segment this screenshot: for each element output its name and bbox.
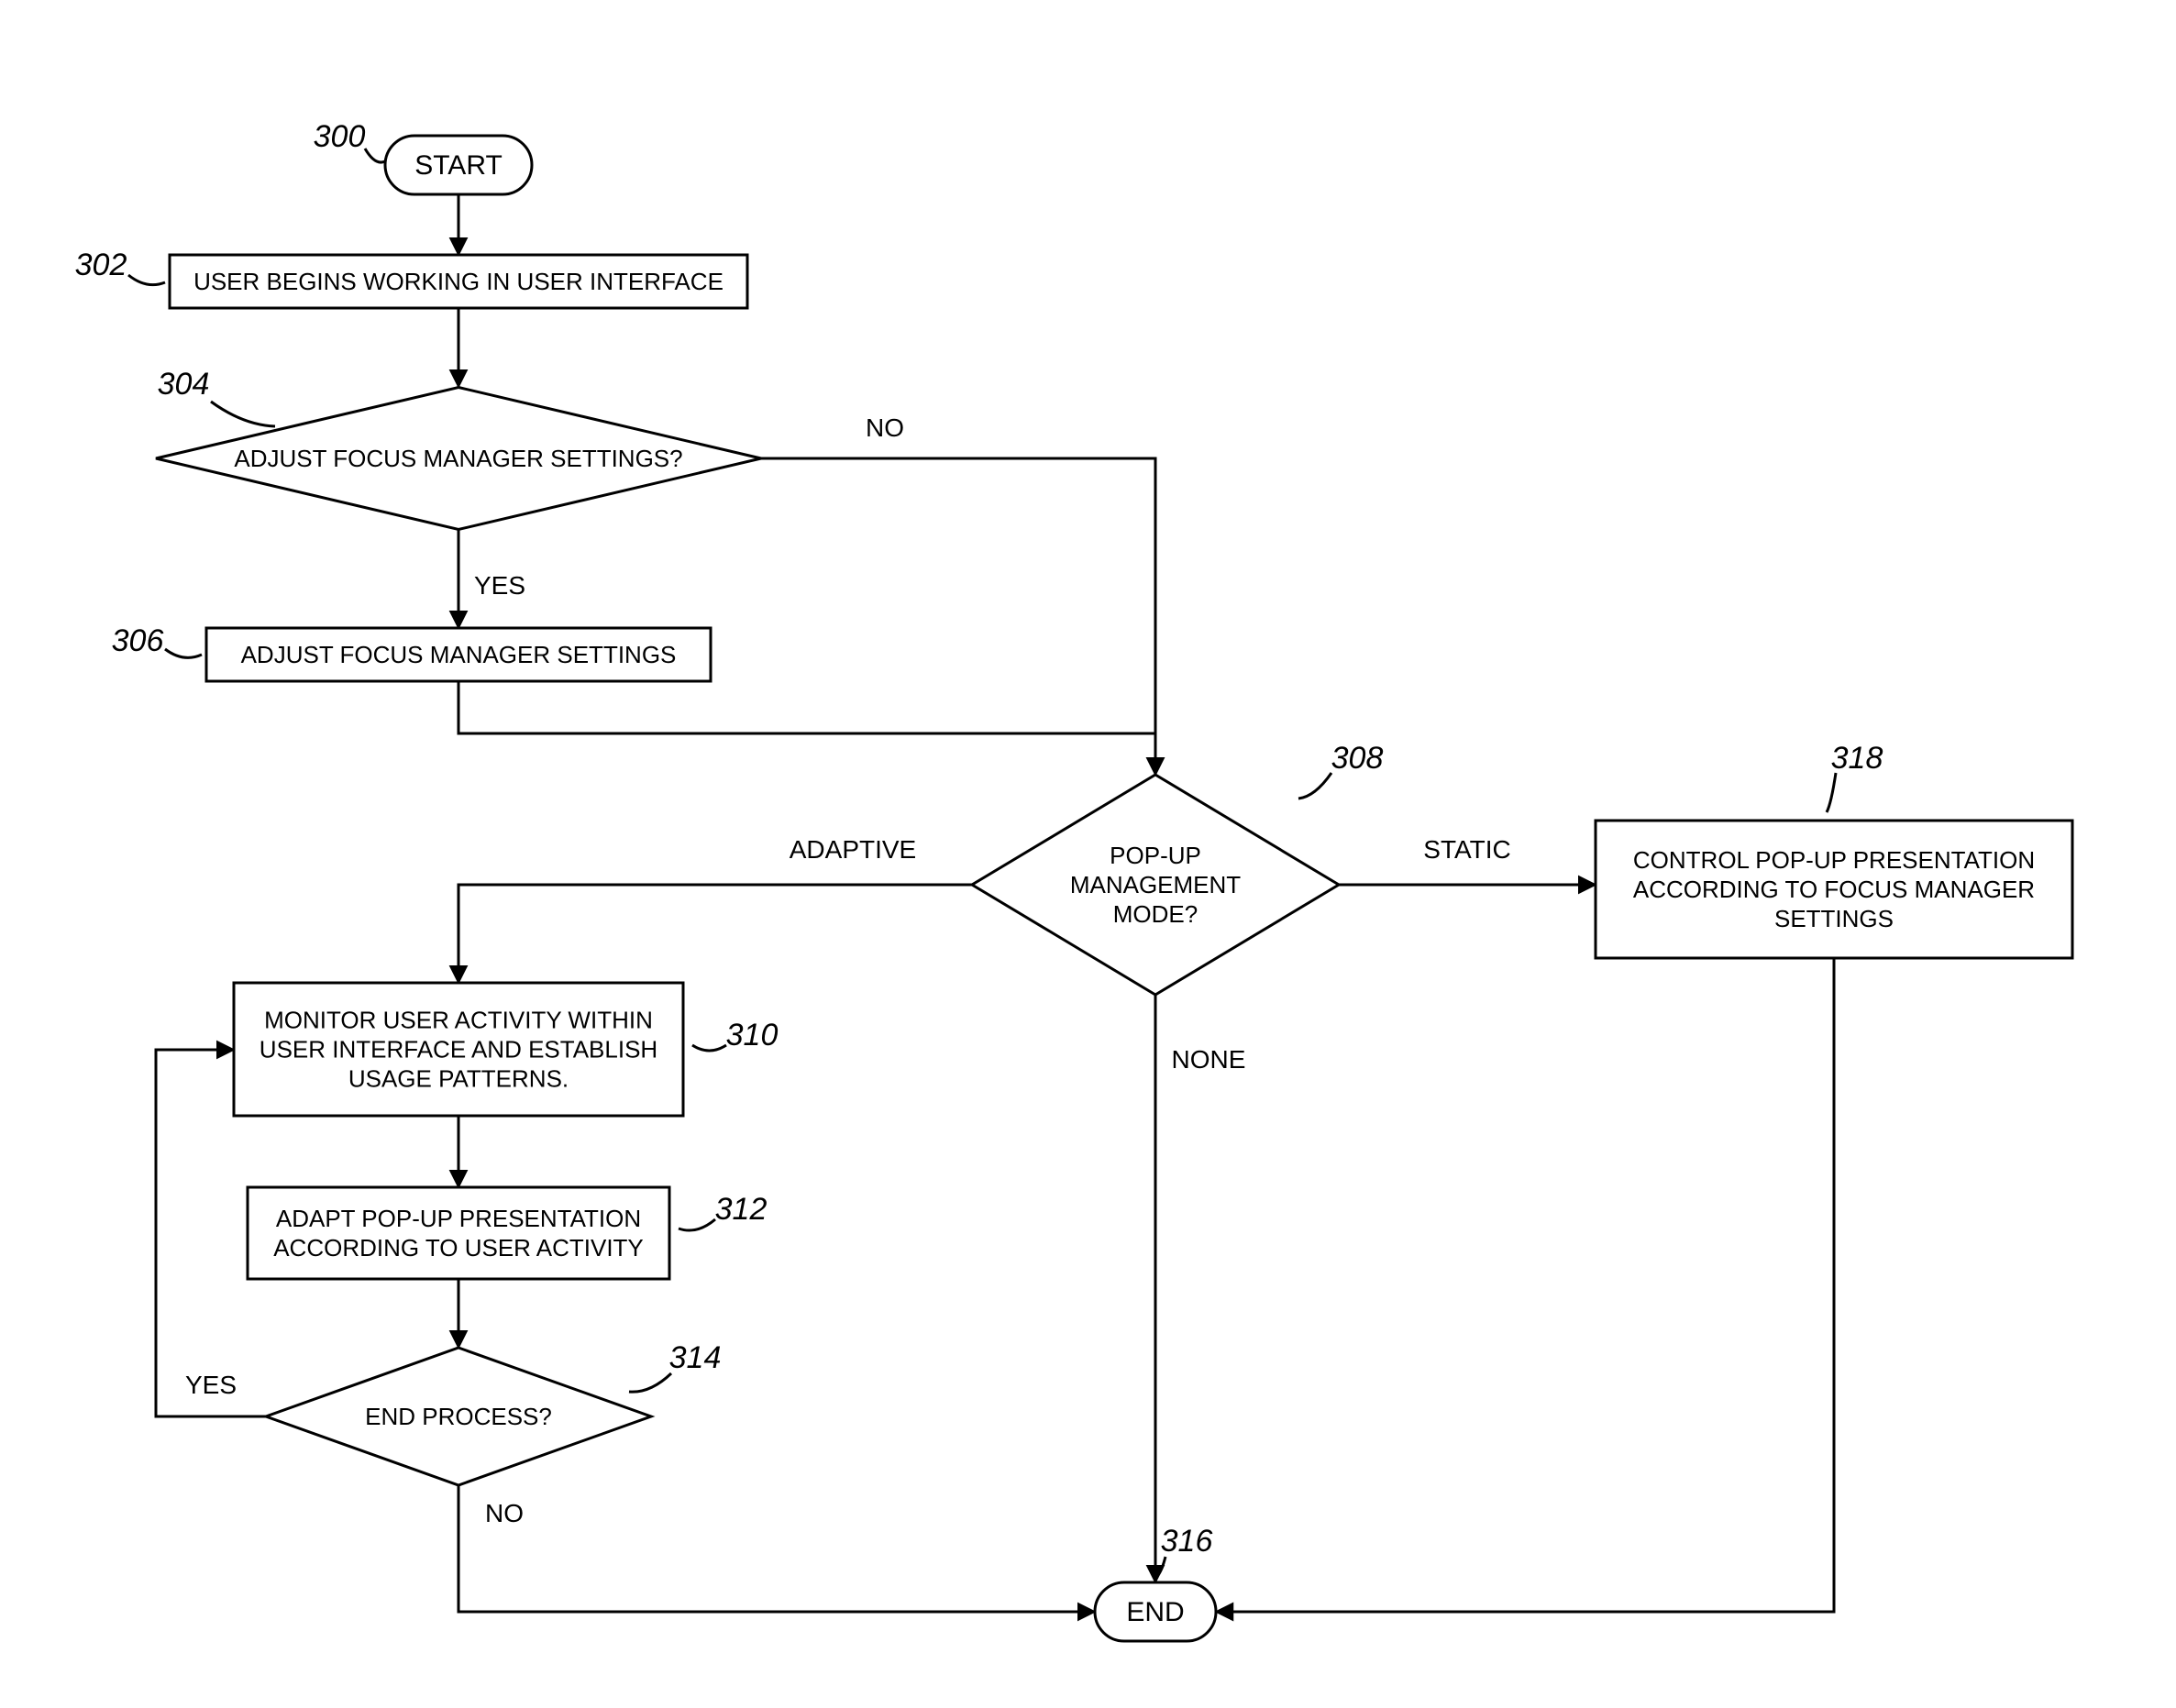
- ref-leader-308: [1298, 773, 1331, 799]
- node-n312: ADAPT POP-UP PRESENTATIONACCORDING TO US…: [248, 1187, 767, 1279]
- edge-label-n314-n310: YES: [185, 1371, 237, 1399]
- ref-leader-302: [128, 275, 165, 285]
- edge-label-n308-n318: STATIC: [1423, 835, 1510, 864]
- svg-text:ADJUST FOCUS MANAGER SETTINGS?: ADJUST FOCUS MANAGER SETTINGS?: [234, 445, 682, 472]
- ref-leader-300: [365, 149, 385, 162]
- node-n306: ADJUST FOCUS MANAGER SETTINGS 306: [112, 623, 711, 681]
- ref-label-310: 310: [726, 1018, 779, 1052]
- edge-n308-to-n310: [458, 885, 972, 983]
- node-n318: CONTROL POP-UP PRESENTATIONACCORDING TO …: [1596, 741, 2072, 958]
- ref-leader-306: [165, 649, 202, 657]
- ref-label-314: 314: [669, 1340, 722, 1375]
- node-n314: END PROCESS? 314: [266, 1340, 721, 1485]
- ref-label-316: 316: [1161, 1524, 1213, 1559]
- ref-label-302: 302: [75, 248, 127, 282]
- flowchart-canvas: YES NO ADAPTIVE STATIC NONE YES NO START 300 USER…: [0, 0, 2176, 1708]
- nodes-layer: START 300 USER BEGINS WORKING IN USER INTE…: [75, 119, 2072, 1641]
- svg-text:USER BEGINS WORKING IN USER IN: USER BEGINS WORKING IN USER INTERFACE: [193, 268, 723, 295]
- ref-leader-304: [211, 402, 275, 426]
- ref-label-318: 318: [1831, 741, 1883, 776]
- ref-label-306: 306: [112, 623, 164, 658]
- edge-n314-to-end: [458, 1485, 1095, 1612]
- node-start: START 300: [314, 119, 532, 194]
- edge-label-n308-end: NONE: [1172, 1045, 1246, 1074]
- ref-leader-314: [629, 1373, 671, 1392]
- edge-label-n304-n306: YES: [474, 571, 525, 600]
- svg-text:END PROCESS?: END PROCESS?: [365, 1403, 552, 1430]
- ref-label-300: 300: [314, 119, 366, 154]
- node-n304: ADJUST FOCUS MANAGER SETTINGS? 304: [156, 367, 761, 530]
- node-n310: MONITOR USER ACTIVITY WITHINUSER INTERFA…: [234, 983, 778, 1116]
- node-n302: USER BEGINS WORKING IN USER INTERFACE 302: [75, 248, 747, 308]
- edge-label-n314-end: NO: [485, 1499, 524, 1527]
- ref-leader-312: [679, 1219, 715, 1230]
- edge-n318-to-end: [1216, 958, 1834, 1612]
- edge-label-n304-n308: NO: [866, 413, 904, 442]
- ref-label-304: 304: [158, 367, 210, 402]
- svg-text:START: START: [414, 150, 503, 181]
- edge-label-n308-n310: ADAPTIVE: [790, 835, 916, 864]
- node-n308: POP-UPMANAGEMENTMODE?308: [972, 741, 1383, 995]
- svg-text:END: END: [1126, 1597, 1184, 1627]
- svg-text:ADJUST FOCUS MANAGER SETTINGS: ADJUST FOCUS MANAGER SETTINGS: [241, 641, 677, 668]
- edge-n306-to-n308: [458, 681, 1155, 775]
- ref-leader-310: [692, 1045, 726, 1051]
- ref-label-312: 312: [715, 1192, 768, 1227]
- ref-leader-318: [1827, 773, 1836, 812]
- ref-label-308: 308: [1331, 741, 1384, 776]
- edge-n304-to-n308: [761, 458, 1155, 775]
